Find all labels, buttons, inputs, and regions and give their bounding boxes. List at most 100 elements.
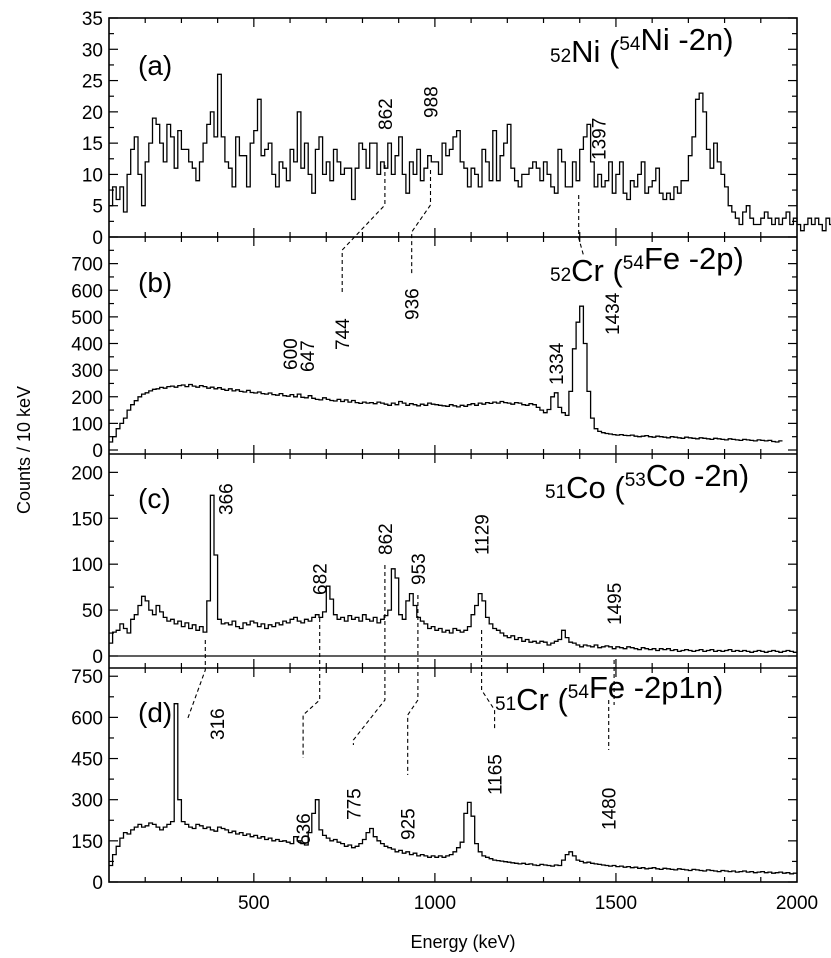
peak-label: 1165 bbox=[486, 754, 507, 795]
reaction-product-mass: 51 bbox=[545, 482, 566, 503]
y-tick-label: 15 bbox=[82, 134, 103, 155]
y-tick-label: 300 bbox=[71, 361, 103, 382]
peak-label: 647 bbox=[298, 340, 319, 372]
reaction-punct: ( bbox=[604, 253, 624, 288]
reaction-label: 51Cr (54Fe -2p1n) bbox=[495, 670, 723, 717]
reaction-channel: -2n bbox=[694, 458, 739, 493]
reaction-target-mass: 53 bbox=[625, 470, 646, 491]
y-tick-label: 35 bbox=[82, 9, 103, 30]
spectrum-histogram bbox=[109, 494, 797, 653]
panel-letter: (a) bbox=[138, 50, 172, 81]
y-tick-label: 300 bbox=[71, 791, 103, 812]
y-tick-label: 200 bbox=[71, 463, 103, 484]
y-tick-label: 5 bbox=[92, 197, 103, 218]
y-tick-label: 20 bbox=[82, 103, 103, 124]
y-tick-label: 0 bbox=[92, 873, 103, 894]
peak-label: 1129 bbox=[473, 514, 494, 555]
spectrum-histogram bbox=[109, 703, 797, 875]
reaction-punct: ( bbox=[549, 682, 569, 717]
y-axis-title: Counts / 10 keV bbox=[14, 386, 34, 514]
x-tick-label: 1000 bbox=[414, 893, 456, 914]
peak-label: 316 bbox=[208, 708, 229, 740]
panel-letter: (d) bbox=[138, 697, 172, 728]
y-tick-label: 100 bbox=[71, 555, 103, 576]
peak-label: 1397 bbox=[590, 118, 611, 160]
reaction-product: Co bbox=[566, 470, 606, 505]
x-axis-title: Energy (keV) bbox=[410, 932, 515, 952]
peak-label: 925 bbox=[399, 808, 420, 840]
peak-label: 862 bbox=[376, 98, 397, 130]
y-tick-label: 50 bbox=[82, 601, 103, 622]
peak-connector bbox=[352, 565, 386, 745]
peak-label: 682 bbox=[311, 563, 332, 595]
reaction-label: 52Ni (54Ni -2n) bbox=[550, 22, 734, 69]
x-tick-label: 2000 bbox=[776, 893, 818, 914]
peak-label: 988 bbox=[422, 86, 443, 118]
peak-connector bbox=[407, 595, 419, 775]
peak-connector bbox=[578, 195, 584, 256]
reaction-target: Fe bbox=[589, 670, 634, 705]
y-tick-label: 30 bbox=[82, 40, 103, 61]
y-tick-label: 150 bbox=[71, 832, 103, 853]
y-tick-label: 10 bbox=[82, 165, 103, 186]
reaction-target: Ni bbox=[641, 22, 679, 57]
panel-d: 0 150 300 450 600 750 (d) 51Cr (54Fe -2p1n) 316 6… bbox=[71, 667, 797, 894]
reaction-channel: -2n bbox=[678, 22, 723, 57]
peak-label: 366 bbox=[216, 483, 237, 515]
peak-label: 744 bbox=[333, 318, 354, 350]
y-tick-label: 200 bbox=[71, 388, 103, 409]
peak-label: 936 bbox=[403, 288, 424, 320]
peak-connector bbox=[186, 640, 206, 721]
y-tick-label: 400 bbox=[71, 335, 103, 356]
reaction-product-mass: 52 bbox=[550, 46, 571, 67]
y-tick-label: 600 bbox=[71, 708, 103, 729]
reaction-label: 52Cr (54Fe -2p) bbox=[550, 241, 744, 288]
panel-letter: (b) bbox=[138, 267, 172, 298]
y-tick-label: 150 bbox=[71, 509, 103, 530]
peak-label: 1495 bbox=[605, 583, 626, 625]
peak-label: 862 bbox=[376, 523, 397, 555]
y-tick-label: 750 bbox=[71, 667, 103, 688]
x-tick-label: 1500 bbox=[595, 893, 637, 914]
reaction-label: 51Co (53Co -2n) bbox=[545, 458, 749, 505]
peak-label: 1434 bbox=[603, 292, 624, 335]
peak-label: 953 bbox=[409, 553, 430, 585]
peak-connector bbox=[411, 170, 432, 275]
reaction-punct: ) bbox=[734, 241, 744, 276]
panel-letter: (c) bbox=[138, 483, 171, 514]
peak-label: 1334 bbox=[547, 342, 568, 385]
reaction-punct: ) bbox=[739, 458, 749, 493]
peak-label: 636 bbox=[294, 813, 315, 845]
y-tick-label: 0 bbox=[92, 441, 103, 462]
y-tick-label: 25 bbox=[82, 72, 103, 93]
reaction-target: Co bbox=[646, 458, 694, 493]
reaction-product: Ni bbox=[571, 34, 600, 69]
reaction-target: Fe bbox=[644, 241, 689, 276]
peak-connector bbox=[341, 165, 386, 295]
y-tick-label: 700 bbox=[71, 255, 103, 276]
y-tick-label: 450 bbox=[71, 750, 103, 771]
reaction-channel: -2p1n bbox=[634, 670, 713, 705]
reaction-punct: ) bbox=[723, 22, 733, 57]
y-tick-label: 500 bbox=[71, 308, 103, 329]
reaction-target-mass: 54 bbox=[619, 34, 641, 55]
y-tick-label: 0 bbox=[92, 228, 103, 249]
reaction-punct: ( bbox=[606, 470, 626, 505]
reaction-target-mass: 54 bbox=[623, 253, 645, 274]
peak-connector bbox=[481, 630, 496, 730]
reaction-product: Cr bbox=[571, 253, 604, 288]
spectrum-histogram bbox=[109, 305, 783, 443]
panel-b: 0 100 200 300 400 500 600 700 (b) 52Cr (54Fe -2p)… bbox=[71, 241, 797, 462]
panel-a: 0 5 10 15 20 25 30 35 (a) 52Ni (54Ni -2n) 862 988 13… bbox=[82, 9, 831, 249]
reaction-punct: ) bbox=[713, 670, 723, 705]
reaction-product: Cr bbox=[516, 682, 549, 717]
y-tick-label: 100 bbox=[71, 414, 103, 435]
reaction-product-mass: 52 bbox=[550, 265, 571, 286]
reaction-product-mass: 51 bbox=[495, 694, 516, 715]
reaction-target-mass: 54 bbox=[568, 682, 590, 703]
peak-connector bbox=[302, 618, 321, 758]
y-tick-label: 600 bbox=[71, 281, 103, 302]
x-tick-label: 500 bbox=[238, 893, 270, 914]
